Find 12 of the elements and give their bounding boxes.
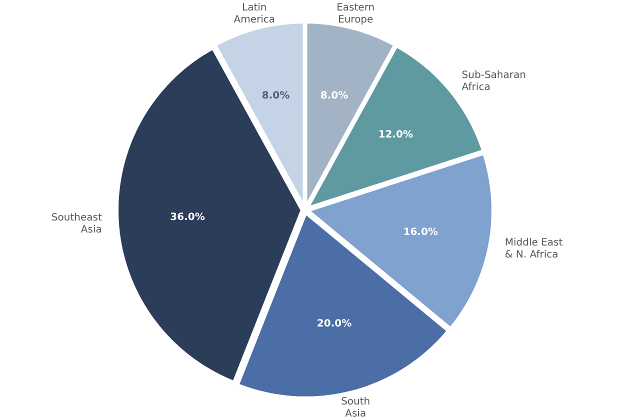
slice-label: Southeast Asia — [51, 212, 102, 236]
slice-label: Sub-Saharan Africa — [462, 70, 526, 93]
data-label: 36.0% — [170, 212, 205, 224]
data-label: 12.0% — [378, 130, 414, 141]
slice-label: Latin America — [234, 2, 276, 26]
slice-label: Eastern Europe — [336, 2, 375, 26]
slice-label: Middle East & N. Africa — [504, 238, 563, 261]
data-label: 20.0% — [316, 318, 352, 330]
data-label: 16.0% — [403, 226, 438, 238]
data-label: 8.0% — [262, 90, 290, 102]
data-label: 8.0% — [320, 90, 348, 102]
slice-label: South Asia — [341, 396, 370, 419]
